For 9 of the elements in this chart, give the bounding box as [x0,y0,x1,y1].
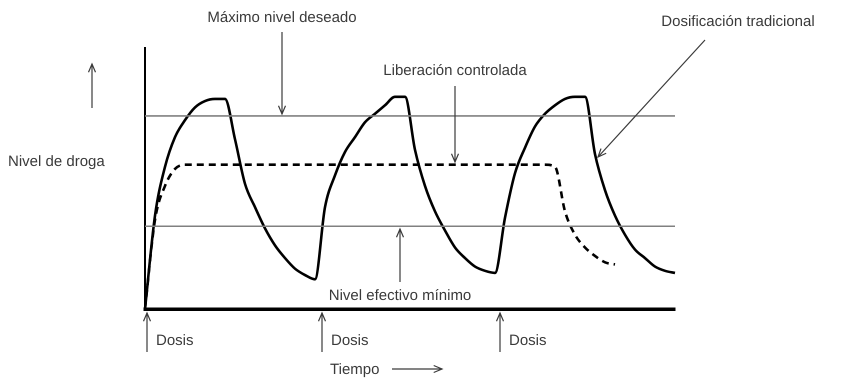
annotation: Nivel efectivo mínimo [328,287,472,304]
text: Dosis [156,332,194,349]
y-axis-title: Nivel de droga [8,153,106,170]
text: Dosificación tradicional [661,13,815,30]
text: Dosis [331,332,369,349]
text: Dosis [509,332,547,349]
text: Máximo nivel deseado [207,9,357,26]
x-axis-title: Tiempo [330,361,380,378]
text: Liberación controlada [383,62,528,79]
